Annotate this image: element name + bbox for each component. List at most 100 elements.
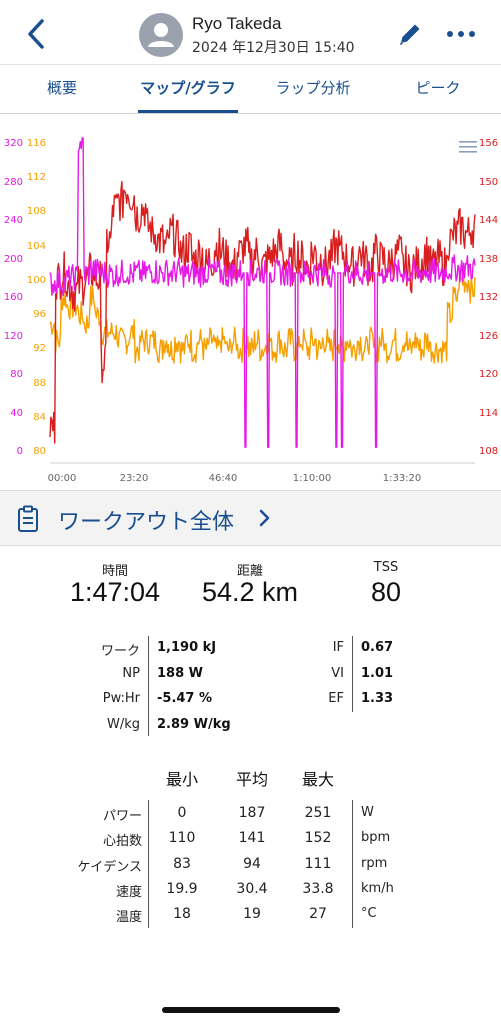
tab-peak[interactable]: ピーク: [415, 79, 461, 97]
tab-lap-analysis[interactable]: ラップ分析: [275, 79, 351, 97]
tab-bar: 概要 マップ/グラフ ラップ分析 ピーク: [0, 64, 501, 114]
cadence-axis-tick: 96: [33, 309, 46, 321]
clipboard-icon: [18, 505, 38, 532]
detail-label: ワーク: [100, 644, 140, 659]
workout-title: ワークアウト全体: [58, 510, 235, 535]
stats-row-label: 心拍数: [102, 834, 142, 849]
stats-unit: bpm: [361, 830, 391, 845]
stats-header-max: 最大: [301, 770, 334, 789]
detail-value: -5.47 %: [157, 691, 213, 706]
workout-date: 2024 年12月30日 15:40: [192, 40, 355, 56]
detail-value: 1,190 kJ: [157, 640, 217, 655]
avatar[interactable]: [139, 13, 183, 57]
detail-label: EF: [328, 691, 344, 706]
tss-label: TSS: [373, 560, 399, 575]
tab-map-graph[interactable]: マップ/グラフ: [140, 79, 236, 97]
detail-value: 0.67: [361, 640, 394, 655]
stats-avg-value: 187: [238, 805, 266, 821]
stats-min-value: 83: [173, 856, 191, 872]
detail-value: 1.01: [361, 666, 394, 681]
distance-value: 54.2 km: [201, 577, 299, 607]
time-label: 時間: [101, 564, 128, 579]
power-axis-tick: 240: [3, 215, 23, 226]
hamburger-icon[interactable]: [459, 140, 477, 154]
cadence-axis-tick: 88: [33, 377, 46, 389]
power-axis-tick: 320: [3, 138, 23, 149]
stats-header-min: 最小: [165, 770, 198, 789]
tss-value: 80: [370, 577, 402, 607]
stats-max-value: 27: [309, 906, 327, 922]
power-axis-tick: 160: [3, 292, 23, 303]
stats-avg-value: 94: [243, 856, 261, 872]
active-tab-indicator: [138, 110, 238, 113]
header: Ryo Takeda 2024 年12月30日 15:40: [0, 0, 501, 64]
stats-unit: W: [361, 805, 374, 820]
stats-row-label: パワー: [102, 809, 142, 824]
stats-max-value: 152: [304, 830, 332, 846]
stats-row-label: 温度: [115, 910, 142, 925]
series-line-heart_rate: [49, 180, 476, 444]
detail-label: IF: [332, 640, 344, 655]
cadence-axis-tick: 112: [26, 172, 46, 184]
time-axis-tick: 46:40: [208, 473, 238, 484]
power-axis-tick: 200: [3, 253, 23, 265]
hr-axis-tick: 132: [479, 292, 499, 303]
cadence-axis-tick: 80: [33, 446, 46, 457]
stats-min-value: 18: [173, 906, 191, 922]
hr-axis-tick: 150: [479, 176, 499, 188]
hr-axis-tick: 126: [479, 330, 499, 342]
chart-plot: [49, 137, 476, 464]
stats-header-avg: 平均: [235, 770, 268, 789]
detail-label: W/kg: [106, 717, 140, 732]
time-axis-tick: 23:20: [119, 473, 149, 484]
home-indicator: [162, 1007, 340, 1013]
cadence-axis-tick: 108: [26, 206, 46, 218]
avatar-person-icon: [148, 23, 174, 47]
stats-unit: km/h: [361, 881, 394, 896]
stats-min-value: 19.9: [166, 881, 198, 897]
details-divider-left: [148, 636, 149, 736]
series-line-power: [49, 137, 476, 448]
time-axis-tick: 1:10:00: [292, 473, 332, 484]
cadence-axis-tick: 104: [26, 240, 46, 252]
stats-row-label: ケイデンス: [77, 860, 142, 875]
hr-axis-tick: 138: [479, 253, 499, 265]
detail-value: 1.33: [361, 691, 394, 706]
power-axis-tick: 120: [3, 330, 23, 342]
power-axis-tick: 280: [3, 176, 23, 188]
back-chevron-icon[interactable]: [22, 17, 50, 51]
stats-avg-value: 19: [243, 906, 261, 922]
distance-label: 距離: [236, 564, 263, 579]
time-axis-tick: 1:33:20: [382, 473, 422, 484]
stats-min-value: 0: [177, 805, 187, 821]
tab-overview[interactable]: 概要: [46, 79, 77, 97]
hr-axis-tick: 144: [479, 215, 499, 226]
stats-max-value: 111: [304, 856, 332, 872]
stats-min-value: 110: [168, 830, 196, 846]
time-axis-tick: 00:00: [47, 473, 77, 484]
hr-axis-tick: 156: [479, 138, 499, 149]
hr-axis-tick: 108: [479, 446, 499, 457]
cadence-axis-tick: 84: [33, 411, 46, 423]
workout-summary-link[interactable]: ワークアウト全体: [0, 490, 501, 546]
cadence-axis-tick: 116: [26, 138, 46, 149]
workout-chart[interactable]: 0 40 80 120 160 200 240 280 320 80 84 88 92 96 100 104 1…: [0, 118, 501, 488]
pencil-icon[interactable]: [396, 20, 424, 48]
stats-avg-value: 30.4: [236, 881, 268, 897]
stats-max-value: 33.8: [302, 881, 334, 897]
time-value: 1:47:04: [69, 577, 161, 607]
stats-max-value: 251: [304, 805, 332, 821]
power-axis-tick: 0: [16, 446, 23, 457]
cadence-axis-tick: 92: [33, 343, 46, 355]
stats-divider-right: [352, 800, 353, 928]
stats-unit: rpm: [361, 856, 388, 871]
detail-value: 188 W: [157, 666, 204, 681]
stats-divider-left: [148, 800, 149, 928]
user-name: Ryo Takeda: [192, 14, 282, 33]
stats-avg-value: 141: [238, 830, 266, 846]
power-axis-tick: 80: [10, 369, 23, 380]
series-line-cadence: [49, 272, 476, 364]
cadence-axis-tick: 100: [26, 274, 46, 286]
detail-value: 2.89 W/kg: [157, 717, 231, 732]
more-dots-icon[interactable]: [445, 24, 479, 44]
